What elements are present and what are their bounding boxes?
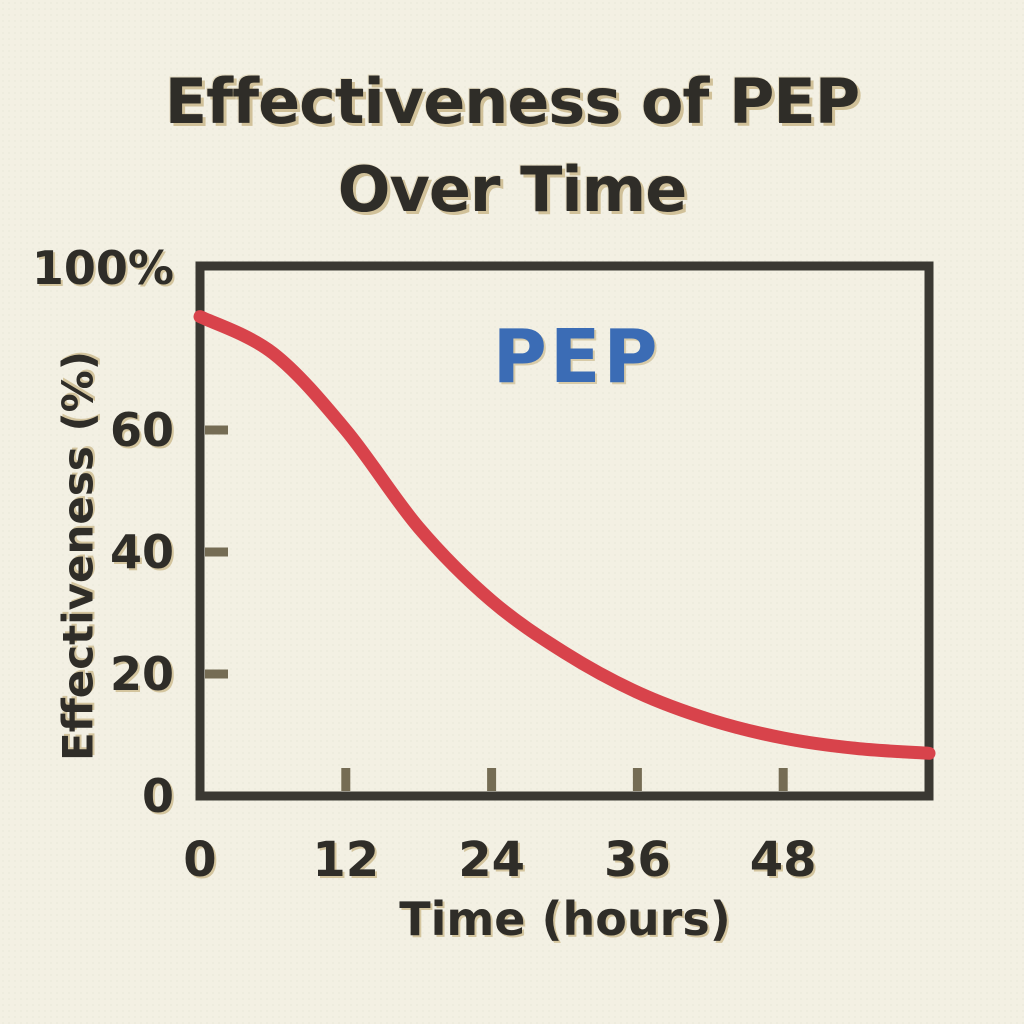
chart-title-line1: Effectiveness of PEP <box>164 65 860 138</box>
x-axis-title: Time (hours) <box>399 892 731 946</box>
x-tick-label: 48 <box>749 832 817 888</box>
y-tick-label: 60 <box>109 403 174 457</box>
x-tick-label: 36 <box>603 832 671 888</box>
plot-frame <box>195 261 934 801</box>
y-tick-label: 100% <box>31 241 174 295</box>
series-label-pep: PEP <box>492 314 661 401</box>
x-tick-label: 12 <box>312 832 380 888</box>
x-tick-label: 24 <box>458 832 525 888</box>
y-tick-label: 0 <box>141 769 174 823</box>
pep-effectiveness-curve <box>193 310 936 760</box>
x-tick-label: 0 <box>183 832 217 888</box>
y-tick-label: 20 <box>109 647 174 701</box>
chart-title: Effectiveness of PEP Over Time <box>0 58 1024 234</box>
chart-title-line2: Over Time <box>337 153 688 226</box>
y-axis-tick-labels: 100% 60 40 20 0 <box>0 0 180 1024</box>
y-tick-label: 40 <box>109 525 174 579</box>
